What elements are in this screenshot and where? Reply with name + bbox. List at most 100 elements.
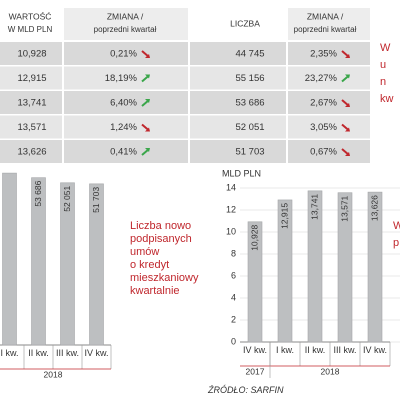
table-cell bbox=[0, 91, 62, 114]
x-tick-label: IV kw. bbox=[362, 345, 387, 355]
table-value: 51 703 bbox=[235, 147, 264, 158]
y-tick-label: 0 bbox=[231, 336, 236, 346]
y-tick-label: 4 bbox=[231, 292, 236, 302]
table-value: 0,41% bbox=[110, 147, 137, 158]
table-cell bbox=[64, 42, 188, 65]
side-note-fragment: W bbox=[393, 220, 400, 232]
table-value: 1,24% bbox=[110, 122, 137, 133]
x-tick-label: I kw. bbox=[0, 348, 19, 358]
table-cell bbox=[0, 42, 62, 65]
y-tick-label: 6 bbox=[231, 270, 236, 280]
trend-arrow-head bbox=[345, 54, 350, 58]
table-value: 12,915 bbox=[17, 73, 46, 84]
table-header: ZMIANA / bbox=[107, 11, 144, 21]
year-label: 2018 bbox=[44, 369, 63, 379]
table-header: LICZBA bbox=[230, 18, 260, 28]
value-label: 51 703 bbox=[91, 187, 101, 213]
x-tick-label: III kw. bbox=[333, 345, 357, 355]
table-header: poprzedni kwartał bbox=[294, 25, 357, 34]
trend-arrow-head bbox=[145, 74, 150, 79]
table-value: 13,626 bbox=[17, 147, 46, 158]
table-value: 0,67% bbox=[310, 147, 337, 158]
table-value: 2,35% bbox=[310, 49, 337, 60]
y-tick-label: 14 bbox=[226, 182, 236, 192]
table-value: 23,27% bbox=[305, 73, 338, 84]
x-tick-label: III kw. bbox=[55, 348, 79, 358]
bar bbox=[31, 177, 46, 346]
value-label: 52 051 bbox=[62, 186, 72, 212]
y-tick-label: 10 bbox=[226, 226, 236, 236]
side-note-fragment: n bbox=[380, 76, 386, 88]
y-tick-label: 8 bbox=[231, 248, 236, 258]
trend-arrow-head bbox=[145, 127, 150, 132]
table-cell bbox=[190, 66, 286, 90]
table-cell bbox=[288, 42, 370, 65]
trend-arrow-head bbox=[345, 103, 350, 107]
x-tick-label: IV kw. bbox=[242, 345, 267, 355]
bar bbox=[247, 221, 263, 343]
table-value: 52 051 bbox=[235, 122, 264, 133]
year-label: 2017 bbox=[246, 366, 265, 376]
table-header: W MLD PLN bbox=[8, 25, 53, 34]
table-cell bbox=[0, 140, 62, 163]
bar bbox=[367, 191, 383, 343]
side-note-fragment: kw bbox=[380, 93, 394, 105]
y-tick-label: 12 bbox=[226, 204, 236, 214]
side-note-fragment: W bbox=[380, 42, 391, 54]
table-cell bbox=[190, 42, 286, 65]
table-cell bbox=[190, 115, 286, 139]
header-cell bbox=[64, 8, 188, 40]
trend-arrow-head bbox=[345, 152, 350, 156]
bar bbox=[60, 182, 75, 346]
table-header: ZMIANA / bbox=[307, 11, 344, 21]
table-cell bbox=[0, 115, 62, 139]
trend-arrow-head bbox=[145, 54, 150, 58]
x-tick-label: II kw. bbox=[28, 348, 49, 358]
value-label: 10,928 bbox=[249, 225, 259, 251]
bar bbox=[277, 199, 293, 343]
side-note-fragment: p bbox=[393, 237, 399, 249]
table-cell bbox=[0, 66, 62, 90]
table-header: poprzedni kwartał bbox=[94, 25, 157, 34]
trend-arrow-head bbox=[145, 99, 150, 103]
table-value: 53 686 bbox=[235, 98, 264, 109]
table-cell bbox=[288, 66, 370, 90]
value-label: 13,571 bbox=[339, 195, 349, 221]
table-cell bbox=[190, 140, 286, 163]
table-value: 6,40% bbox=[110, 98, 137, 109]
table-cell bbox=[190, 91, 286, 114]
y-axis-label: MLD PLN bbox=[222, 168, 261, 178]
table-cell bbox=[64, 66, 188, 90]
header-cell bbox=[288, 8, 370, 40]
bar bbox=[307, 190, 323, 343]
table-value: 13,571 bbox=[17, 122, 46, 133]
table-value: 13,741 bbox=[17, 98, 46, 109]
table-value: 55 156 bbox=[235, 73, 264, 84]
table-cell bbox=[64, 115, 188, 139]
table-header: WARTOŚĆ bbox=[9, 10, 52, 21]
bar bbox=[337, 192, 353, 343]
value-label: 13,741 bbox=[309, 194, 319, 220]
table-value: 18,19% bbox=[105, 73, 138, 84]
y-tick-label: 2 bbox=[231, 314, 236, 324]
table-value: 3,05% bbox=[310, 122, 337, 133]
table-value: 2,67% bbox=[310, 98, 337, 109]
table-cell bbox=[288, 140, 370, 163]
table-cell bbox=[64, 140, 188, 163]
table-cell bbox=[288, 115, 370, 139]
bar bbox=[89, 183, 104, 346]
source: ŹRÓDŁO: SARFIN bbox=[208, 385, 284, 395]
value-label: 13,626 bbox=[369, 195, 379, 221]
x-tick-label: I kw. bbox=[275, 345, 294, 355]
trend-arrow-head bbox=[345, 127, 350, 132]
value-label: 53 686 bbox=[33, 180, 43, 206]
chart-annotation: Liczba nowo podpisanych umów o kredyt mi… bbox=[130, 220, 199, 297]
side-note-fragment: u bbox=[380, 59, 386, 71]
trend-arrow-head bbox=[145, 148, 150, 152]
bar bbox=[2, 172, 17, 346]
x-tick-label: IV kw. bbox=[84, 348, 109, 358]
table-cell bbox=[64, 91, 188, 114]
x-tick-label: II kw. bbox=[304, 345, 326, 355]
